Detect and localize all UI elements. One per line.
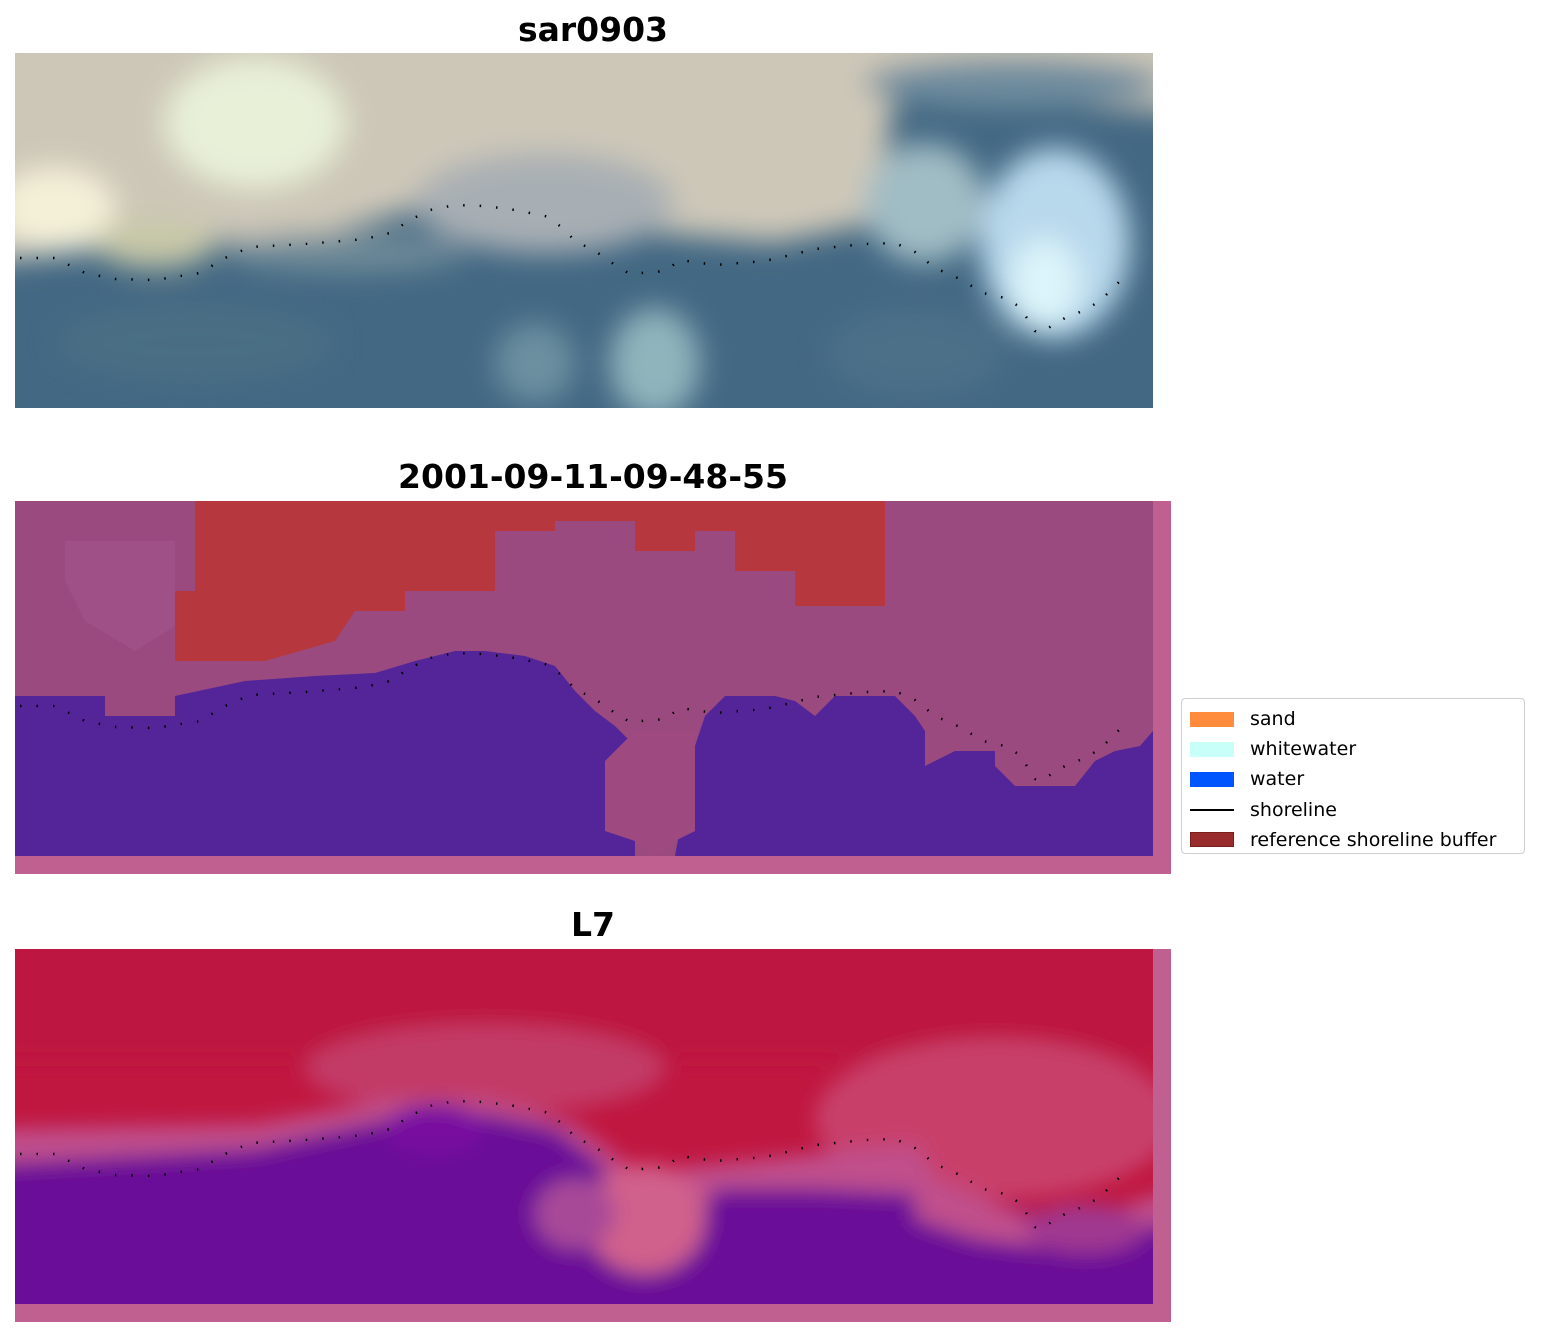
panel-title-rgb: sar0903 [517,10,669,49]
index-image-panel [15,949,1171,1322]
legend-item-water: water [1190,764,1516,794]
rgb-satellite-image [15,53,1153,408]
classified-image-panel [15,501,1171,874]
legend-item-sand: sand [1190,704,1516,734]
legend-label: sand [1250,708,1296,731]
water-swatch [1190,771,1234,787]
panel-title-index: L7 [571,905,615,944]
sand-swatch [1190,711,1234,727]
legend-label: shoreline [1250,798,1337,821]
whitewater-swatch [1190,741,1234,757]
legend-label: whitewater [1250,738,1357,761]
rgb-image-panel [15,53,1153,408]
reference-buffer-swatch [1190,832,1234,848]
legend-item-reference-buffer: reference shoreline buffer [1190,825,1516,855]
legend-item-whitewater: whitewater [1190,734,1516,764]
legend: sand whitewater water shoreline referenc… [1181,698,1525,854]
legend-item-shoreline: shoreline [1190,795,1516,825]
legend-label: reference shoreline buffer [1250,828,1497,851]
legend-label: water [1250,768,1305,791]
classified-image [15,501,1171,874]
panel-title-classified: 2001-09-11-09-48-55 [398,457,788,496]
index-image [15,949,1171,1322]
shoreline-swatch [1190,808,1234,811]
